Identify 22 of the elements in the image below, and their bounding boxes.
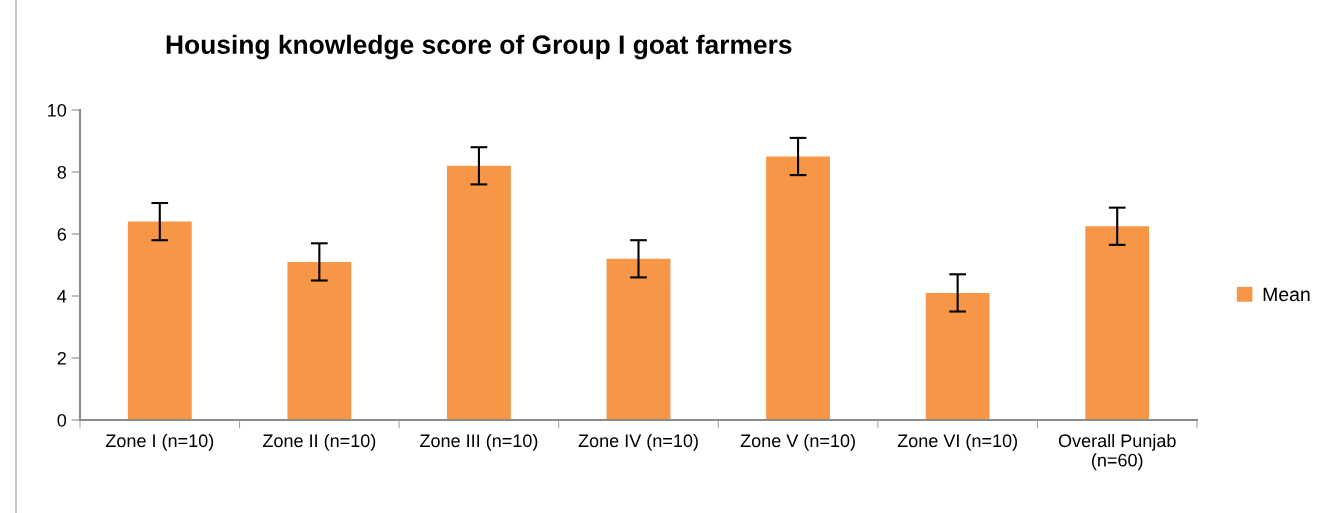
- bar: [447, 165, 511, 420]
- bar: [1085, 226, 1150, 420]
- y-tick-label: 6: [57, 227, 67, 241]
- x-tick-label: Zone II (n=10): [262, 433, 376, 451]
- x-tick-label: Zone I (n=10): [105, 433, 214, 451]
- bar: [127, 221, 192, 420]
- x-tick-label: Overall Punjab (n=60): [1058, 433, 1176, 471]
- x-tick-label: Zone VI (n=10): [897, 433, 1017, 451]
- bar: [287, 261, 352, 420]
- bar: [766, 156, 830, 420]
- x-tick-label: Zone IV (n=10): [578, 433, 698, 451]
- y-tick-label: 10: [48, 103, 67, 117]
- legend-label: Mean: [1263, 287, 1310, 302]
- y-tick-label: 0: [57, 413, 67, 427]
- y-tick-label: 4: [57, 290, 67, 303]
- x-tick-label: Zone V (n=10): [740, 433, 855, 451]
- bar: [925, 292, 990, 420]
- chart-title: Housing knowledge score of Group I goat farmers: [166, 34, 792, 60]
- bar: [606, 258, 671, 420]
- y-tick-label: 2: [57, 351, 66, 365]
- y-tick-label: 8: [57, 165, 67, 179]
- x-tick-label: Zone III (n=10): [420, 433, 538, 451]
